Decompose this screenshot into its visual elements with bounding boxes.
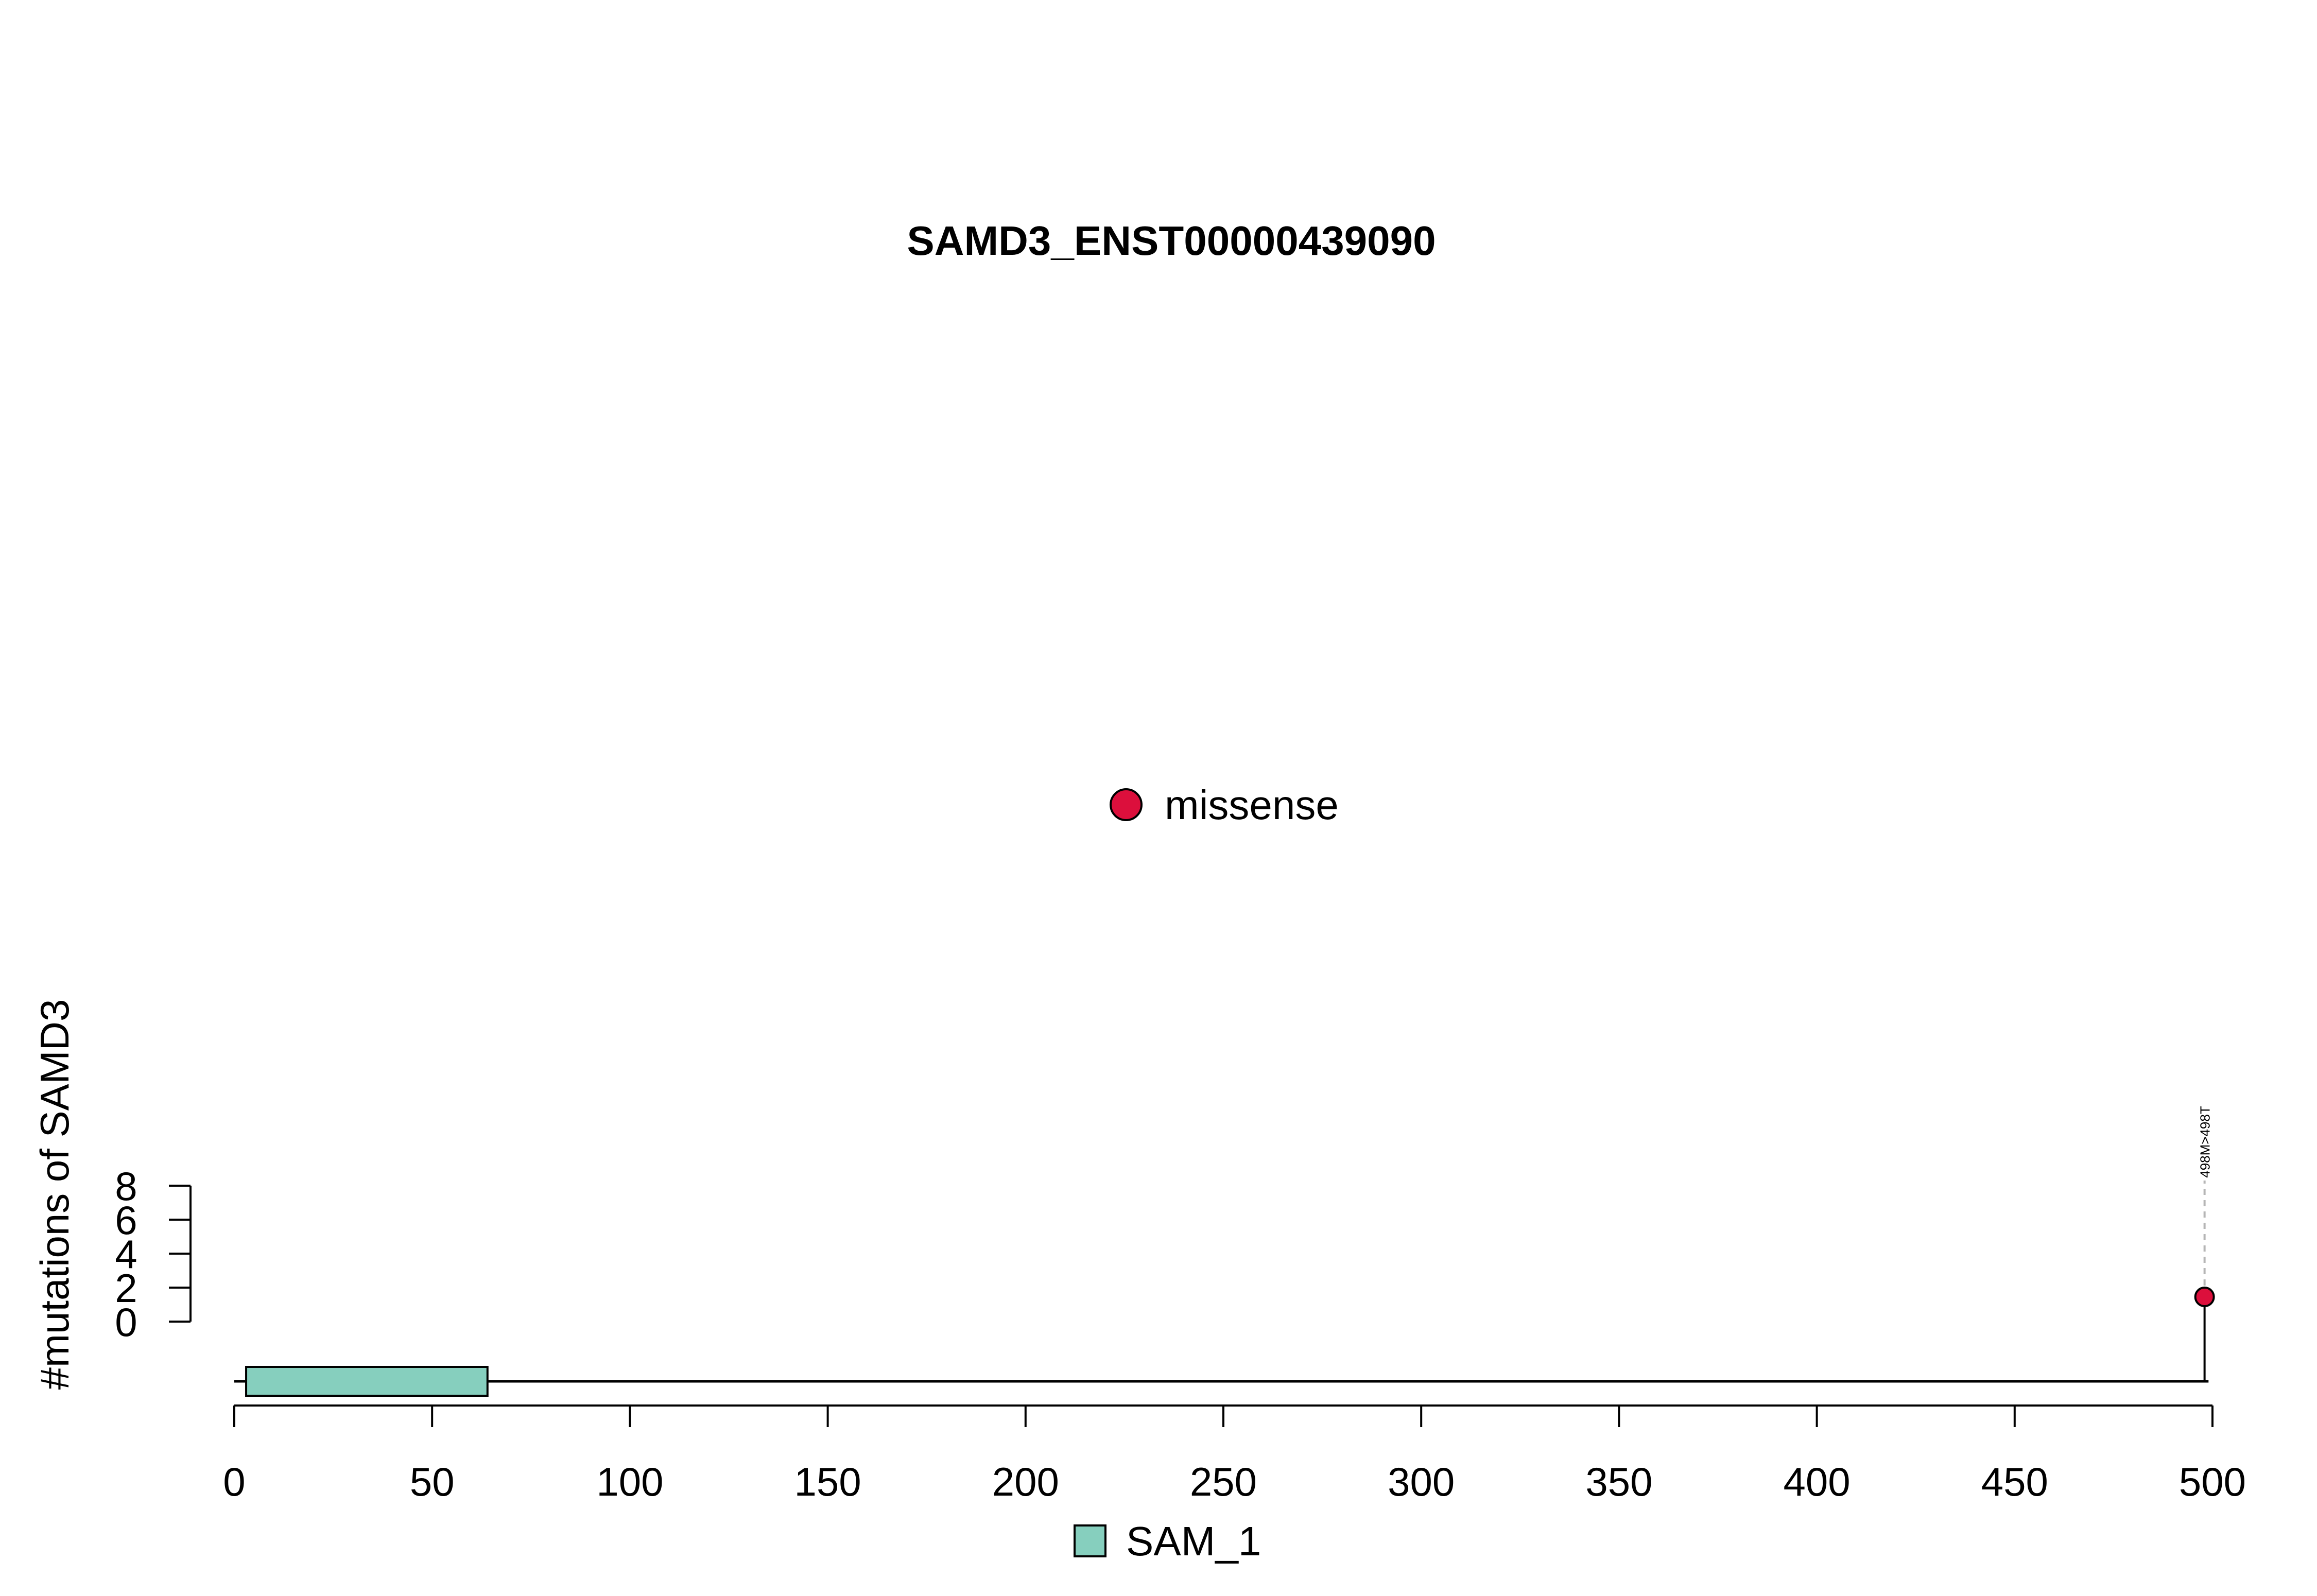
x-tick-label: 100: [596, 1459, 663, 1504]
x-tick-label: 350: [1585, 1459, 1652, 1504]
mutation-layer: 498M>498T: [2194, 1106, 2215, 1381]
x-tick-label: 250: [1190, 1459, 1257, 1504]
x-tick-label: 50: [410, 1459, 455, 1504]
x-tick-label: 0: [223, 1459, 245, 1504]
legend-label: missense: [1165, 782, 1339, 828]
x-tick-label: 200: [992, 1459, 1059, 1504]
x-tick-label: 500: [2179, 1459, 2246, 1504]
x-tick-label: 400: [1784, 1459, 1851, 1504]
y-tick-label: 2: [115, 1265, 137, 1311]
domain-layer: [245, 1366, 489, 1397]
y-tick-label: 4: [115, 1231, 137, 1277]
x-tick-label: 150: [794, 1459, 861, 1504]
x-tick-label: 450: [1981, 1459, 2048, 1504]
domain-legend: SAM_1: [1074, 1518, 1261, 1564]
x-tick-label: 300: [1388, 1459, 1455, 1504]
legend-swatch: [1074, 1524, 1106, 1557]
mutation-legend: missense: [1110, 782, 1339, 828]
mutation-point: [2194, 1287, 2215, 1307]
legend-marker: [1110, 788, 1143, 821]
legend-label: SAM_1: [1126, 1518, 1261, 1564]
domain-box: [245, 1366, 489, 1397]
chart-title: SAMD3_ENST00000439090: [907, 218, 1436, 264]
y-tick-label: 8: [115, 1164, 137, 1209]
y-axis-label: #mutations of SAMD3: [32, 999, 77, 1390]
mutation-label: 498M>498T: [2198, 1106, 2213, 1178]
x-axis: 0 50 100 150 200 250 300 350 400 450 500: [223, 1404, 2246, 1504]
y-tick-label: 6: [115, 1198, 137, 1243]
y-tick-label: 0: [115, 1299, 137, 1345]
